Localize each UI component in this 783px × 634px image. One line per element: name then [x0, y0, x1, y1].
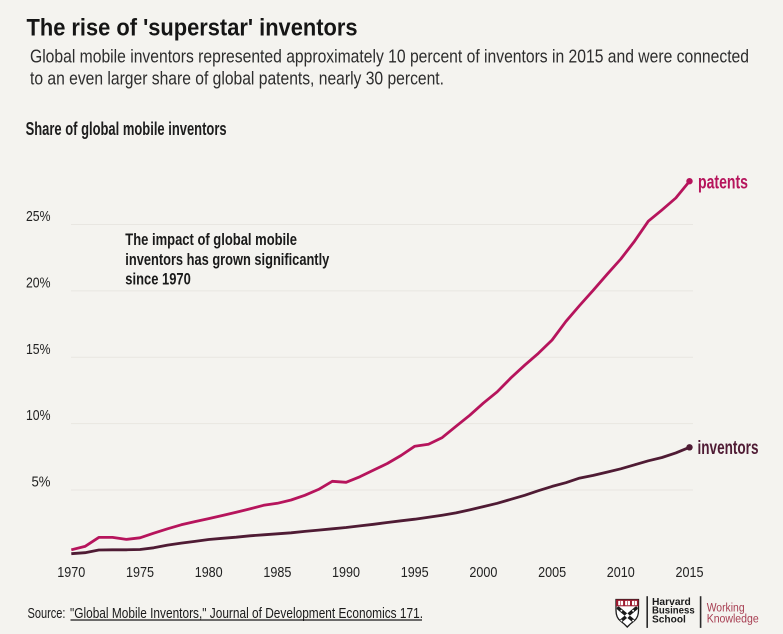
svg-text:15%: 15% — [26, 341, 51, 358]
svg-text:1970: 1970 — [57, 564, 85, 581]
svg-text:1985: 1985 — [263, 564, 291, 581]
svg-text:"Global Mobile Inventors," Jou: "Global Mobile Inventors," Journal of De… — [70, 606, 423, 622]
svg-text:10%: 10% — [26, 407, 51, 424]
svg-text:2010: 2010 — [607, 564, 635, 581]
svg-text:inventors has grown significan: inventors has grown significantly — [125, 251, 329, 269]
svg-text:1980: 1980 — [195, 564, 223, 581]
svg-text:The impact of global mobile: The impact of global mobile — [125, 231, 297, 249]
svg-text:School: School — [652, 613, 686, 625]
svg-text:Working: Working — [707, 603, 745, 615]
svg-text:since 1970: since 1970 — [125, 271, 191, 289]
svg-text:patents: patents — [698, 173, 748, 194]
svg-text:inventors: inventors — [698, 438, 759, 459]
svg-text:Source:: Source: — [28, 606, 66, 622]
svg-text:5%: 5% — [32, 474, 51, 491]
svg-text:Harvard: Harvard — [652, 596, 691, 608]
svg-text:1975: 1975 — [126, 564, 154, 581]
svg-text:2005: 2005 — [538, 564, 566, 581]
svg-text:Share of global mobile invento: Share of global mobile inventors — [26, 119, 227, 139]
svg-text:Global mobile inventors repres: Global mobile inventors represented appr… — [30, 46, 749, 67]
svg-text:1990: 1990 — [332, 564, 360, 581]
svg-text:Knowledge: Knowledge — [707, 613, 759, 625]
svg-text:to an even larger share of glo: to an even larger share of global patent… — [30, 67, 444, 88]
svg-text:1995: 1995 — [401, 564, 429, 581]
svg-text:2000: 2000 — [469, 564, 497, 581]
svg-text:2015: 2015 — [676, 564, 704, 581]
svg-text:Business: Business — [652, 605, 695, 617]
svg-text:The rise of 'superstar' invent: The rise of 'superstar' inventors — [27, 14, 358, 41]
svg-text:25%: 25% — [26, 208, 51, 225]
svg-text:20%: 20% — [26, 274, 51, 291]
